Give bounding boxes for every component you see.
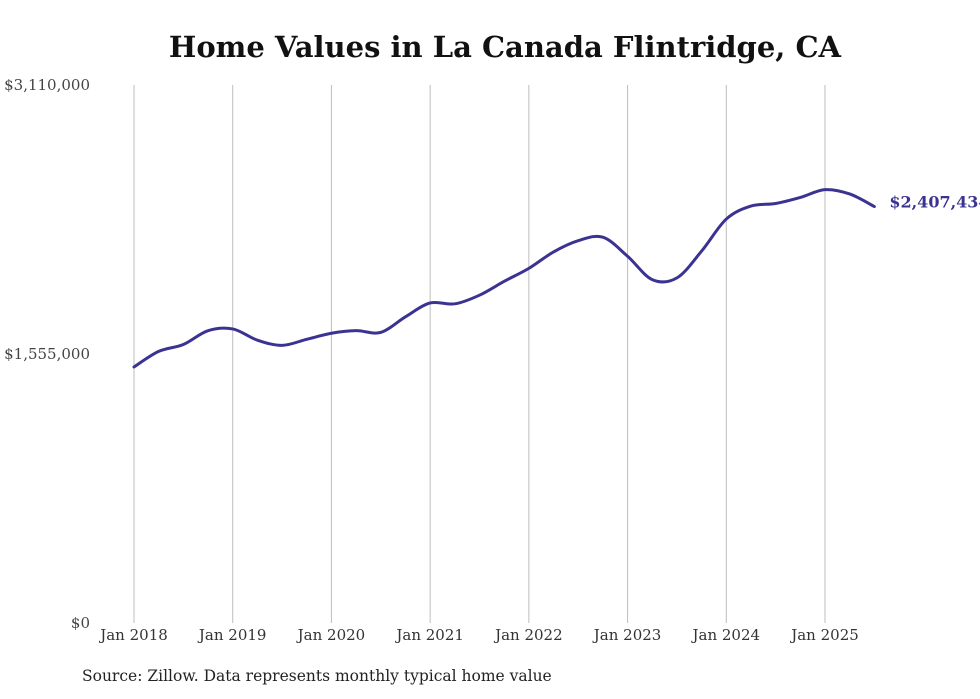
x-tick-label: Jan 2022 xyxy=(493,626,563,644)
x-tick-label: Jan 2018 xyxy=(98,626,168,644)
x-tick-label: Jan 2024 xyxy=(691,626,761,644)
y-axis-ticks: $3,110,000 $1,555,000 $0 xyxy=(4,76,90,632)
x-tick-label: Jan 2021 xyxy=(394,626,464,644)
x-tick-label: Jan 2023 xyxy=(592,626,662,644)
x-tick-label: Jan 2020 xyxy=(296,626,366,644)
y-tick-label: $3,110,000 xyxy=(4,76,90,94)
series-end-label: $2,407,434 xyxy=(889,193,980,212)
x-tick-label: Jan 2019 xyxy=(197,626,267,644)
series-line-0 xyxy=(132,188,876,369)
chart-title: Home Values in La Canada Flintridge, CA xyxy=(168,30,842,64)
vertical-gridlines xyxy=(133,85,826,623)
series-lines xyxy=(132,188,876,369)
y-tick-label: $0 xyxy=(71,614,90,632)
source-note: Source: Zillow. Data represents monthly … xyxy=(82,667,552,685)
end-labels: $2,407,434 xyxy=(889,193,980,212)
x-tick-label: Jan 2025 xyxy=(789,626,859,644)
y-tick-label: $1,555,000 xyxy=(4,345,90,363)
x-axis-ticks: Jan 2018 Jan 2019 Jan 2020 Jan 2021 Jan 2022… xyxy=(98,626,859,644)
